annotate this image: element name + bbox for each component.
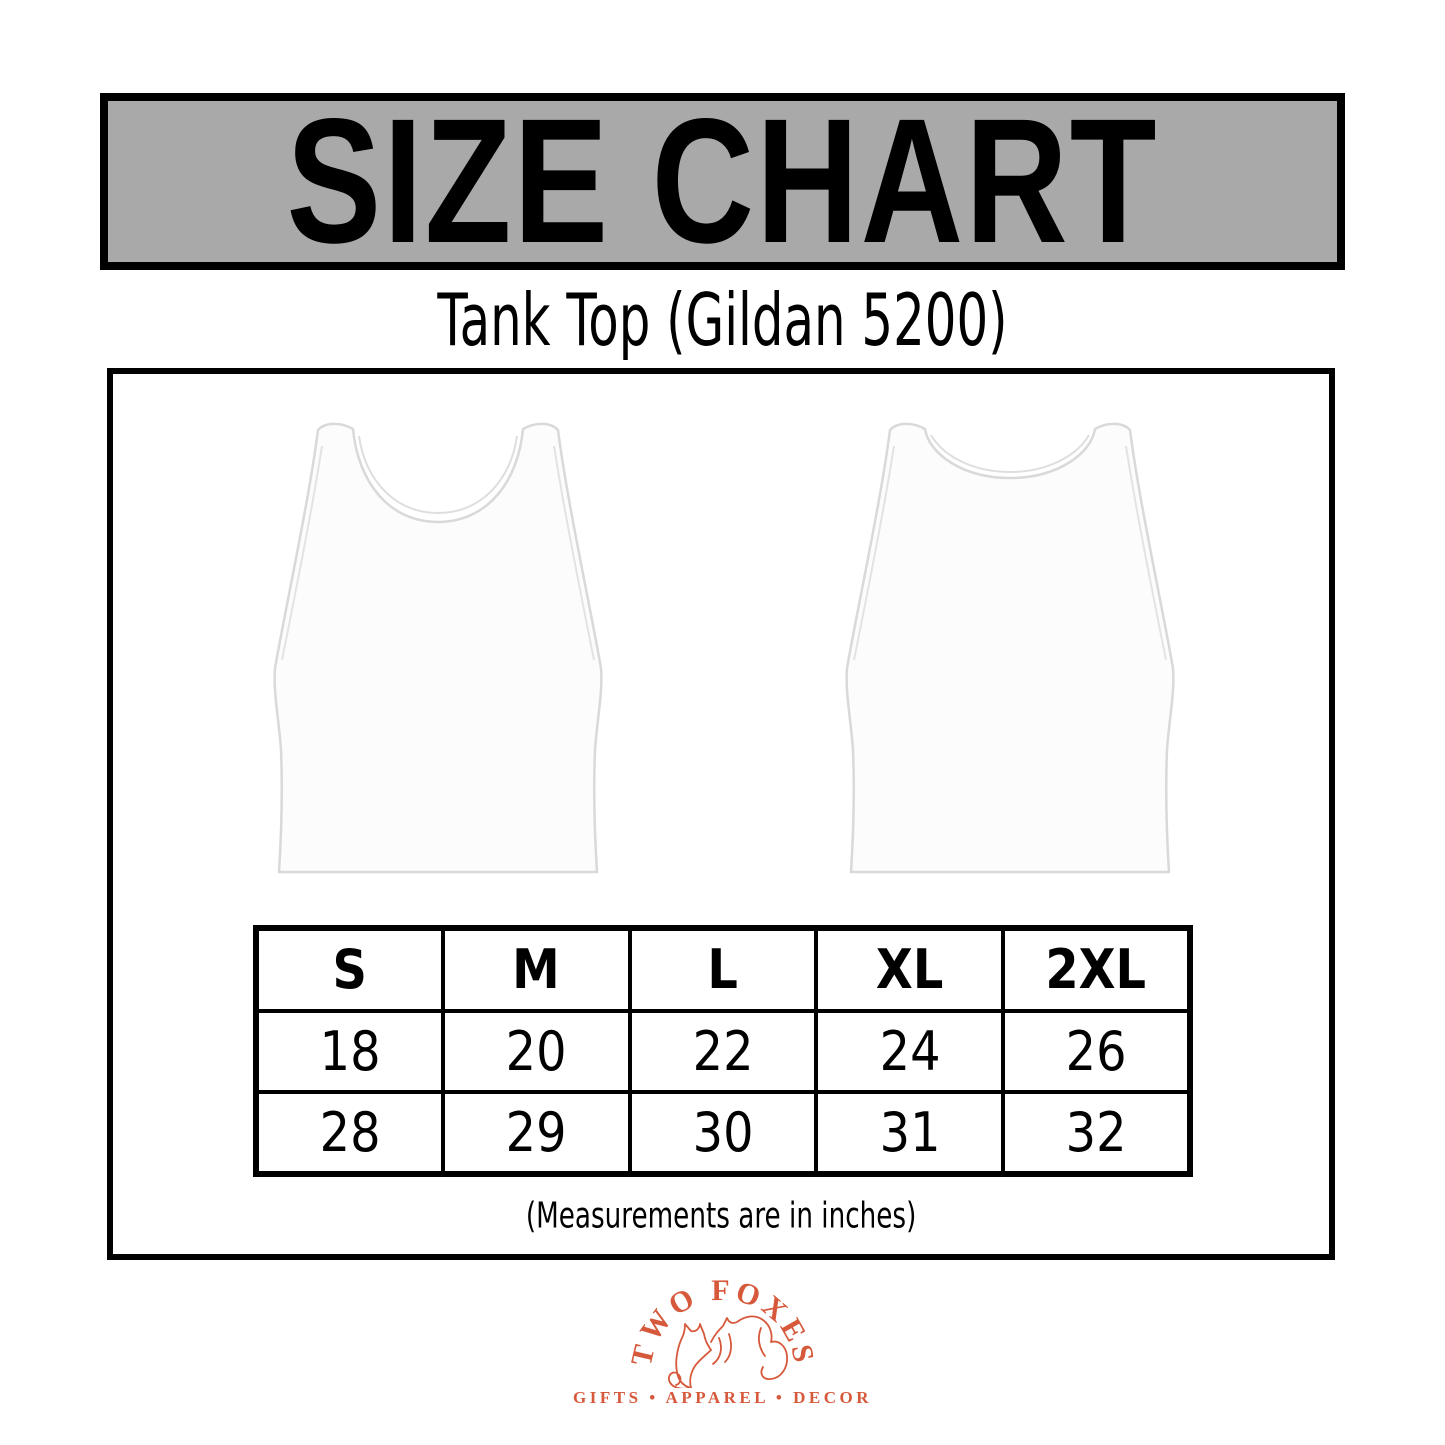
measurement-cell: 31 [814, 1090, 1006, 1176]
size-table: S M L XL 2XL 18 20 22 24 26 28 29 [253, 925, 1193, 1177]
brand-name: TWO FOXES [625, 1276, 817, 1369]
size-column-header: S [254, 926, 445, 1013]
measurement-cell: 29 [440, 1090, 632, 1176]
title-banner: SIZE CHART [100, 81, 1345, 281]
brand-tagline: GIFTS • APPAREL • DECOR [573, 1388, 872, 1407]
tank-back-outline [845, 422, 1175, 874]
size-column-header: M [440, 926, 632, 1013]
tank-front-outline [273, 422, 603, 874]
table-row-length: 28 29 30 31 32 [254, 1090, 1192, 1176]
measurement-value: 26 [1065, 1020, 1127, 1083]
size-column-header: L [627, 926, 819, 1013]
size-column-header: 2XL [1001, 926, 1192, 1013]
size-label: S [332, 938, 368, 1002]
measurement-value: 30 [692, 1101, 754, 1164]
product-subtitle: Tank Top (Gildan 5200) [437, 279, 1008, 363]
measurement-cell: 30 [627, 1090, 819, 1176]
measurement-cell: 32 [1001, 1090, 1192, 1176]
content-frame: S M L XL 2XL 18 20 22 24 26 28 29 [107, 368, 1335, 1260]
tank-back-armhole-binding-left [853, 445, 895, 661]
tank-top-back-illustration [845, 422, 1175, 874]
size-label: M [512, 938, 560, 1002]
tank-front-armhole-binding-right [553, 445, 595, 661]
page-title: SIZE CHART [286, 81, 1159, 281]
measurement-value: 24 [879, 1020, 941, 1083]
measurement-value: 32 [1065, 1101, 1127, 1164]
size-label: L [707, 938, 739, 1002]
tank-top-front-illustration [273, 422, 603, 874]
two-foxes-icon [668, 1315, 788, 1388]
tank-front-neck-binding [358, 435, 518, 515]
measurement-cell: 22 [627, 1009, 819, 1094]
size-table-header: S M L XL 2XL [254, 926, 1192, 1013]
size-column-header: XL [814, 926, 1006, 1013]
measurement-cell: 18 [254, 1009, 445, 1094]
measurement-value: 22 [692, 1020, 754, 1083]
measurement-cell: 20 [440, 1009, 632, 1094]
brand-arch-text-holder: TWO FOXES [625, 1276, 821, 1369]
measurement-value: 28 [319, 1101, 381, 1164]
measurement-value: 20 [505, 1020, 567, 1083]
measurement-value: 29 [505, 1101, 567, 1164]
product-subtitle-row: Tank Top (Gildan 5200) [0, 281, 1445, 360]
table-row-width: 18 20 22 24 26 [254, 1009, 1192, 1094]
tank-front-armhole-binding-left [281, 445, 323, 661]
size-label: XL [876, 938, 944, 1002]
measurement-cell: 26 [1001, 1009, 1192, 1094]
measurement-cell: 24 [814, 1009, 1006, 1094]
tank-back-armhole-binding-right [1125, 445, 1167, 661]
two-foxes-logo: TWO FOXES [625, 1276, 821, 1388]
table-row: S M L XL 2XL [254, 926, 1192, 1013]
measurement-cell: 28 [254, 1090, 445, 1176]
tank-back-neck-binding [930, 434, 1090, 474]
measurement-value: 18 [319, 1020, 381, 1083]
units-note-row: (Measurements are in inches) [113, 1193, 1329, 1237]
measurement-value: 31 [879, 1101, 941, 1164]
units-note: (Measurements are in inches) [525, 1193, 917, 1237]
size-label: 2XL [1045, 938, 1147, 1002]
size-table-body: 18 20 22 24 26 28 29 30 31 32 [254, 1009, 1192, 1176]
